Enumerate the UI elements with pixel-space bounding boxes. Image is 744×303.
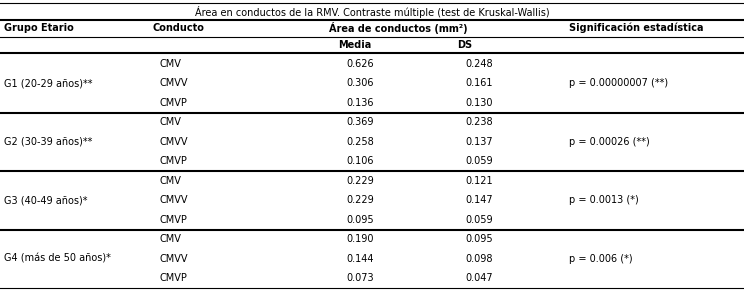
Text: CMV: CMV xyxy=(160,176,182,186)
Text: p = 0.006 (*): p = 0.006 (*) xyxy=(569,254,633,264)
Text: CMVV: CMVV xyxy=(160,137,188,147)
Text: 0.073: 0.073 xyxy=(346,273,373,283)
Text: 0.248: 0.248 xyxy=(465,59,493,69)
Text: 0.369: 0.369 xyxy=(346,117,373,127)
Text: 0.098: 0.098 xyxy=(465,254,493,264)
Text: 0.229: 0.229 xyxy=(346,176,373,186)
Text: CMVP: CMVP xyxy=(160,215,187,225)
Text: 0.121: 0.121 xyxy=(465,176,493,186)
Text: CMVV: CMVV xyxy=(160,254,188,264)
Text: p = 0.00000007 (**): p = 0.00000007 (**) xyxy=(569,78,668,88)
Text: Significación estadística: Significación estadística xyxy=(569,23,704,33)
Text: CMVP: CMVP xyxy=(160,273,187,283)
Text: CMVV: CMVV xyxy=(160,78,188,88)
Text: G1 (20-29 años)**: G1 (20-29 años)** xyxy=(4,78,92,88)
Text: DS: DS xyxy=(458,40,472,50)
Text: CMVP: CMVP xyxy=(160,156,187,166)
Text: 0.095: 0.095 xyxy=(465,234,493,244)
Text: 0.059: 0.059 xyxy=(465,156,493,166)
Text: CMV: CMV xyxy=(160,117,182,127)
Text: CMVP: CMVP xyxy=(160,98,187,108)
Text: 0.161: 0.161 xyxy=(465,78,493,88)
Text: CMVV: CMVV xyxy=(160,195,188,205)
Text: 0.306: 0.306 xyxy=(346,78,373,88)
Text: 0.136: 0.136 xyxy=(346,98,373,108)
Text: CMV: CMV xyxy=(160,234,182,244)
Text: 0.626: 0.626 xyxy=(346,59,373,69)
Text: G4 (más de 50 años)*: G4 (más de 50 años)* xyxy=(4,254,111,264)
Text: Conducto: Conducto xyxy=(153,23,205,33)
Text: Media: Media xyxy=(339,40,372,50)
Text: Área de conductos (mm²): Área de conductos (mm²) xyxy=(329,22,467,34)
Text: 0.147: 0.147 xyxy=(465,195,493,205)
Text: 0.190: 0.190 xyxy=(346,234,373,244)
Text: 0.047: 0.047 xyxy=(465,273,493,283)
Text: G2 (30-39 años)**: G2 (30-39 años)** xyxy=(4,137,92,147)
Text: CMV: CMV xyxy=(160,59,182,69)
Text: p = 0.00026 (**): p = 0.00026 (**) xyxy=(569,137,650,147)
Text: G3 (40-49 años)*: G3 (40-49 años)* xyxy=(4,195,87,205)
Text: 0.258: 0.258 xyxy=(346,137,373,147)
Text: 0.137: 0.137 xyxy=(465,137,493,147)
Text: Grupo Etario: Grupo Etario xyxy=(4,23,74,33)
Text: Área en conductos de la RMV. Contraste múltiple (test de Kruskal-Wallis): Área en conductos de la RMV. Contraste m… xyxy=(195,6,549,18)
Text: p = 0.0013 (*): p = 0.0013 (*) xyxy=(569,195,639,205)
Text: 0.229: 0.229 xyxy=(346,195,373,205)
Text: 0.130: 0.130 xyxy=(465,98,493,108)
Text: 0.059: 0.059 xyxy=(465,215,493,225)
Text: 0.095: 0.095 xyxy=(346,215,373,225)
Text: 0.144: 0.144 xyxy=(346,254,373,264)
Text: 0.238: 0.238 xyxy=(465,117,493,127)
Text: 0.106: 0.106 xyxy=(346,156,373,166)
